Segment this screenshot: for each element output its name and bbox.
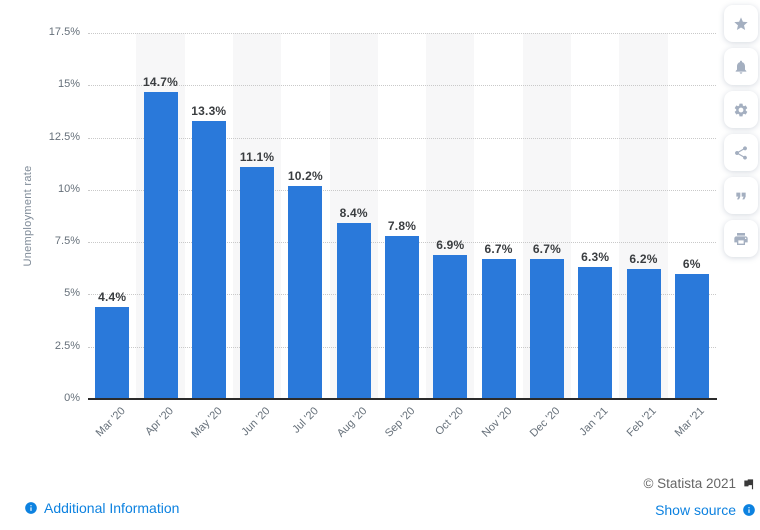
x-tick-label: Apr '20 [143,405,176,438]
bar[interactable] [529,258,564,399]
bar-value-label: 14.7% [142,74,179,89]
additional-information-label: Additional Information [44,500,180,516]
x-tick-label: Jun '20 [239,405,273,439]
gridline [88,189,716,191]
bar[interactable] [143,91,178,399]
bar-value-label: 6.7% [532,241,561,256]
x-tick-label: Oct '20 [432,405,466,438]
bar[interactable] [191,120,226,399]
gridline [88,137,716,139]
bar[interactable] [433,254,468,399]
bar[interactable] [336,223,371,399]
bar[interactable] [385,235,419,399]
bar-value-label: 7.8% [387,218,417,233]
copyright: © Statista 2021 [643,476,756,491]
x-tick-label: Jan '21 [577,405,611,439]
notifications-button[interactable] [724,48,758,85]
bar[interactable] [240,166,275,399]
x-tick-label: Dec '20 [527,405,563,440]
bar[interactable] [95,307,130,399]
bar[interactable] [481,258,516,399]
x-tick-label: Nov '20 [479,405,515,440]
show-source-label: Show source [655,502,736,518]
info-icon [743,504,755,516]
additional-information-link[interactable]: Additional Information [24,500,179,516]
x-tick-label: Sep '20 [382,405,418,440]
bar-value-label: 6.9% [436,237,465,252]
share-icon [735,145,747,160]
gridline [88,85,716,87]
y-tick-label: 12.5% [48,130,80,143]
flag-icon [744,478,754,489]
bar[interactable] [626,269,661,399]
bar-value-label: 6.3% [581,250,610,265]
x-tick-label: Aug '20 [334,405,370,440]
bar-value-label: 13.3% [191,103,227,118]
y-tick-label: 0% [64,392,80,404]
y-tick-label: 15% [57,78,80,91]
x-tick-label: Mar '20 [93,405,128,440]
bar-value-label: 8.4% [339,206,368,221]
x-tick-label: Jul '20 [290,405,321,436]
bar-value-label: 6.2% [629,252,658,267]
bar-value-label: 11.1% [239,149,275,164]
x-tick-label: May '20 [188,405,225,441]
bell-icon [735,60,747,74]
y-tick-label: 7.5% [54,235,80,248]
bar-value-label: 4.4% [98,290,127,304]
share-button[interactable] [724,134,758,171]
bar-value-label: 6% [682,256,701,271]
gridline [88,33,716,34]
printer-icon [734,232,748,245]
print-button[interactable] [724,220,758,257]
bar-value-label: 6.7% [484,241,513,256]
toolbar [724,5,758,257]
gear-icon [734,103,748,116]
bar-value-label: 10.2% [287,168,323,183]
settings-button[interactable] [724,91,758,128]
favorite-button[interactable] [724,5,758,42]
x-axis-line [88,398,717,400]
show-source-link[interactable]: Show source [655,502,756,518]
bar[interactable] [674,273,709,399]
y-tick-label: 5% [64,287,80,300]
y-tick-label: 17.5% [48,26,80,38]
cite-button[interactable] [724,177,758,214]
bar[interactable] [578,267,613,399]
bar[interactable] [288,185,323,399]
quote-icon [736,192,746,199]
x-tick-label: Mar '21 [673,405,708,440]
info-icon [25,502,37,514]
x-tick-label: Feb '21 [624,405,659,440]
copyright-text: © Statista 2021 [643,476,736,491]
star-icon [734,16,748,30]
y-tick-label: 10% [57,182,80,195]
y-tick-label: 2.5% [54,339,80,352]
